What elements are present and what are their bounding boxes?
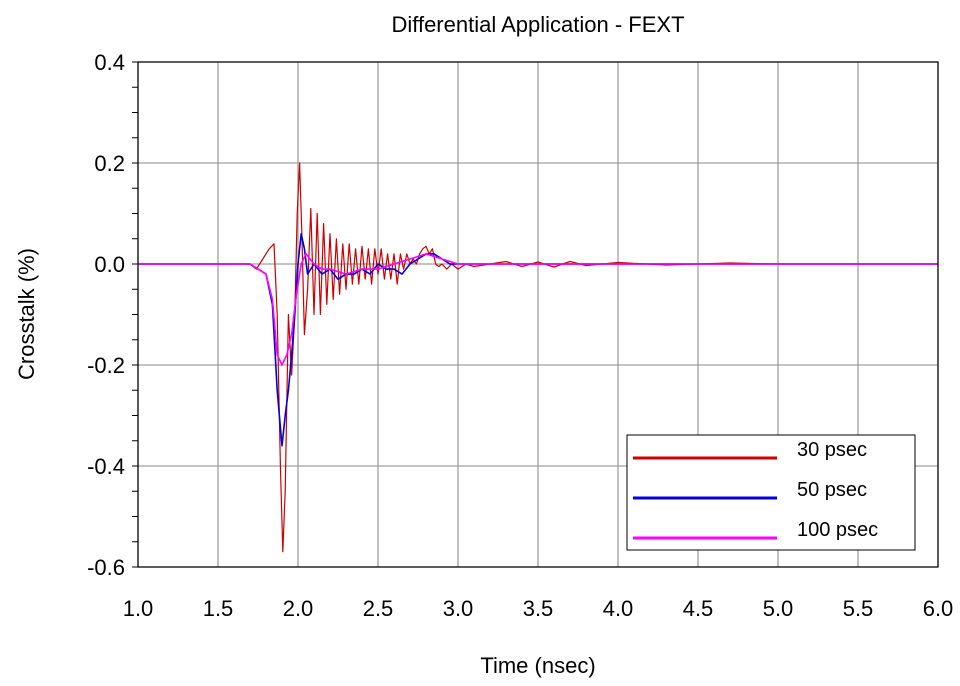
x-tick-label: 2.5	[363, 596, 394, 621]
x-tick-label: 5.5	[843, 596, 874, 621]
x-tick-label: 2.0	[283, 596, 314, 621]
y-tick-label: -0.2	[87, 353, 125, 378]
series-line	[138, 232, 938, 447]
x-tick-labels: 1.0 1.5 2.0 2.5 3.0 3.5 4.0 4.5 5.0 5.5 6.0	[123, 596, 954, 621]
y-tick-label: -0.4	[87, 454, 125, 479]
series-30-psec	[138, 162, 938, 553]
x-tick-label: 1.0	[123, 596, 154, 621]
x-tick-label: 3.0	[443, 596, 474, 621]
legend-label: 50 psec	[797, 479, 867, 501]
y-tick-label: -0.6	[87, 555, 125, 580]
legend-label: 100 psec	[797, 519, 878, 541]
series-layer	[138, 162, 938, 553]
y-tick-labels: 0.4 0.2 0.0 -0.2 -0.4 -0.6	[87, 50, 125, 580]
minor-ticks	[132, 61, 138, 568]
legend: 30 psec 50 psec 100 psec	[626, 434, 916, 551]
plot-frame	[137, 61, 939, 568]
x-tick-label: 4.0	[603, 596, 634, 621]
x-tick-label: 1.5	[203, 596, 234, 621]
x-tick-label: 5.0	[763, 596, 794, 621]
y-tick-label: 0.2	[94, 151, 125, 176]
legend-box	[626, 434, 916, 551]
series-100-psec	[138, 253, 938, 366]
x-tick-label: 6.0	[923, 596, 954, 621]
series-line	[138, 253, 938, 366]
series-line	[138, 162, 938, 553]
legend-label: 30 psec	[797, 439, 867, 461]
x-axis-label: Time (nsec)	[480, 653, 595, 678]
chart-title: Differential Application - FEXT	[391, 12, 684, 37]
y-tick-label: 0.4	[94, 50, 125, 75]
x-tick-label: 4.5	[683, 596, 714, 621]
series-50-psec	[138, 232, 938, 447]
x-tick-label: 3.5	[523, 596, 554, 621]
y-tick-label: 0.0	[94, 252, 125, 277]
y-axis-label: Crosstalk (%)	[14, 248, 39, 380]
